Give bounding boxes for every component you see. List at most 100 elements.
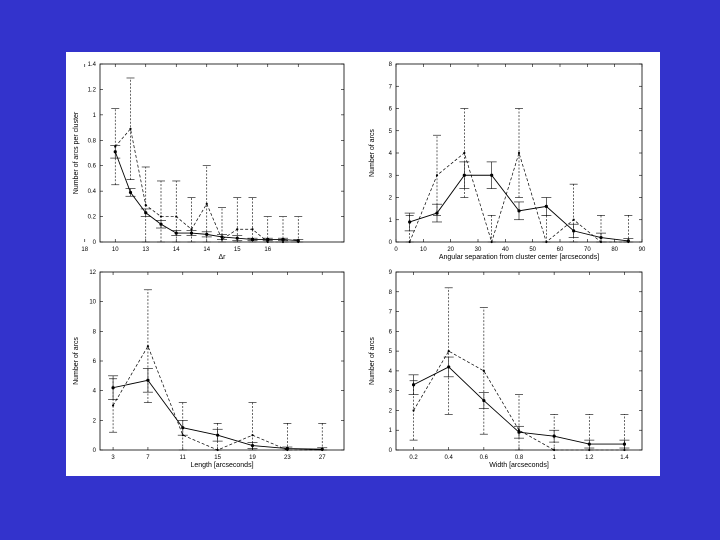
y-tick-label: 4 bbox=[389, 369, 393, 375]
x-tick-label: 0.8 bbox=[515, 455, 524, 461]
error-bar bbox=[620, 414, 629, 451]
y-axis-label: Number of arcs bbox=[73, 337, 80, 385]
x-tick-label: 30 bbox=[475, 247, 482, 253]
x-tick-label: 0.2 bbox=[409, 455, 418, 461]
y-tick-label: 1.4 bbox=[88, 62, 97, 68]
chart-3: 3 7 11 15 19 23 27 0 2 4 6 8 10 12 Length [arcseconds]… bbox=[73, 270, 345, 469]
x-tick-label: 1.2 bbox=[585, 455, 594, 461]
data-point bbox=[544, 204, 548, 208]
data-point bbox=[281, 240, 285, 244]
x-tick-label: 50 bbox=[529, 247, 536, 253]
charts-svg: 18 10 13 14 14 15 1600.20.40.60.811.21.4ΔrNumb… bbox=[73, 62, 646, 469]
x-axis-label: Length [arcseconds] bbox=[190, 462, 253, 469]
data-point bbox=[220, 238, 224, 241]
data-point bbox=[297, 240, 300, 244]
x-tick-label: 14 bbox=[173, 247, 180, 253]
error-bar bbox=[318, 422, 327, 451]
y-tick-label: 1 bbox=[389, 428, 393, 434]
error-bar bbox=[515, 394, 523, 451]
y-tick-label: 0 bbox=[389, 240, 393, 246]
y-tick-label: 1 bbox=[93, 113, 97, 119]
y-tick-label: 0.2 bbox=[88, 215, 97, 221]
data-point bbox=[463, 151, 466, 155]
series-dashed bbox=[405, 108, 633, 244]
x-tick-label: 10 bbox=[420, 247, 427, 253]
series-dashed bbox=[111, 77, 303, 244]
x-tick-label: 0.4 bbox=[445, 455, 454, 461]
data-point bbox=[553, 448, 556, 452]
data-point bbox=[251, 434, 254, 437]
series-dashed bbox=[109, 289, 327, 452]
chart-4: 0.2 0.4 0.6 0.8 1 1.2 1.4 0 1 2 3 4 5 6 7 8 9 Width [arcs… bbox=[369, 270, 643, 469]
x-tick-label: 27 bbox=[319, 455, 326, 461]
y-tick-label: 8 bbox=[93, 329, 97, 335]
data-point bbox=[627, 240, 630, 244]
x-tick-label: 80 bbox=[611, 247, 618, 253]
error-bar bbox=[550, 414, 559, 451]
y-tick-label: 5 bbox=[389, 129, 393, 135]
x-tick-label: 1.4 bbox=[620, 455, 629, 461]
x-axis-label: Δr bbox=[218, 254, 226, 261]
y-tick-label: 2 bbox=[389, 408, 393, 414]
y-tick-label: 2 bbox=[389, 196, 393, 202]
x-tick-label: 20 bbox=[447, 247, 454, 253]
x-tick-label: 7 bbox=[146, 455, 150, 461]
data-point bbox=[175, 215, 178, 218]
x-tick-label: 15 bbox=[234, 247, 241, 253]
x-tick-label: 70 bbox=[584, 247, 591, 253]
data-point bbox=[588, 448, 591, 452]
data-point bbox=[447, 350, 450, 353]
data-point bbox=[286, 448, 289, 452]
data-point bbox=[572, 218, 575, 221]
data-point bbox=[266, 237, 270, 242]
x-tick-label: 0 bbox=[394, 247, 398, 253]
error-bar bbox=[141, 166, 150, 243]
y-tick-label: 8 bbox=[389, 62, 393, 68]
chart-1: 18 10 13 14 14 15 16 0 0.2 0.4 0.6 0.8 1 1.2 1.4 Δr Numb… bbox=[73, 62, 345, 261]
data-point bbox=[408, 240, 411, 244]
x-tick-label: 3 bbox=[111, 455, 115, 461]
chart-2: 0 10 20 30 40 50 60 70 80 90 0 1 2 3 4 5 6 7 8 Angular sepa… bbox=[369, 62, 646, 261]
error-bar bbox=[542, 215, 551, 243]
data-point bbox=[623, 448, 626, 452]
x-axis-label: Width [arcseconds] bbox=[489, 462, 549, 469]
figure-panel: 18 10 13 14 14 15 16 0 0.2 0.4 0.6 0.8 1 1.2 1.4 Δr Numb… bbox=[66, 52, 660, 476]
y-tick-label: 7 bbox=[389, 310, 393, 316]
x-tick-label: 1 bbox=[552, 455, 556, 461]
y-tick-label: 0.8 bbox=[88, 138, 97, 144]
data-point bbox=[552, 434, 556, 438]
y-tick-label: 6 bbox=[93, 359, 97, 365]
y-tick-label: 0.4 bbox=[88, 189, 97, 195]
error-bar bbox=[109, 378, 118, 433]
data-point bbox=[251, 228, 254, 231]
y-tick-label: 12 bbox=[89, 270, 96, 276]
x-tick-label: 18 bbox=[81, 247, 88, 253]
data-point bbox=[517, 209, 521, 213]
plot-frame bbox=[99, 271, 345, 451]
y-axis-label: Number of arcs bbox=[369, 129, 376, 177]
data-point bbox=[129, 127, 132, 130]
y-axis-label: Number of arcs per cluster bbox=[73, 111, 80, 194]
y-tick-label: 0.6 bbox=[88, 164, 97, 170]
error-bar bbox=[218, 207, 226, 243]
data-point bbox=[412, 409, 415, 412]
x-tick-label: 13 bbox=[142, 247, 149, 253]
data-point bbox=[435, 211, 439, 215]
data-point bbox=[205, 202, 208, 205]
error-bar bbox=[460, 108, 469, 198]
plot-frame bbox=[395, 271, 643, 451]
y-tick-label: 3 bbox=[389, 173, 393, 179]
error-bar bbox=[111, 108, 120, 186]
data-point bbox=[517, 151, 521, 155]
data-point bbox=[587, 442, 591, 446]
data-point bbox=[190, 228, 193, 231]
x-tick-label: 0.6 bbox=[480, 455, 489, 461]
data-point bbox=[114, 145, 117, 148]
y-tick-label: 8 bbox=[389, 290, 393, 296]
data-point bbox=[482, 369, 485, 372]
x-tick-label: 40 bbox=[502, 247, 509, 253]
error-bar bbox=[233, 197, 242, 243]
data-point bbox=[517, 429, 521, 432]
data-point bbox=[111, 386, 115, 390]
y-tick-label: 2 bbox=[93, 418, 97, 424]
